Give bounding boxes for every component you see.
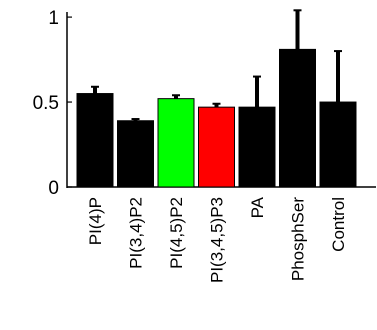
y-tick-label: 0.5: [33, 93, 59, 114]
bar: [76, 93, 114, 188]
bar: [279, 48, 316, 188]
x-tick-label: PI(3,4)P2: [127, 197, 146, 269]
bar: [198, 106, 235, 188]
bar: [319, 101, 357, 188]
x-tick-label: PI(3,4,5)P3: [208, 197, 227, 283]
x-tick-label: PA: [248, 196, 267, 218]
x-tick-label: PI(4,5)P2: [167, 197, 186, 269]
x-tick-label: PhosphSer: [289, 197, 308, 281]
y-tick-label: 0: [48, 178, 59, 199]
bar: [238, 106, 276, 188]
bar: [157, 98, 195, 188]
x-tick-label: Control: [329, 197, 348, 252]
x-tick-label: PI(4)P: [86, 197, 105, 245]
plot-area: 0 0.5 1 PI(4)P PI(3,4)P2 PI(4,5)P2 PI(3,4,5)P3…: [33, 8, 376, 283]
bar: [117, 120, 154, 188]
y-tick-label: 1: [48, 8, 59, 29]
